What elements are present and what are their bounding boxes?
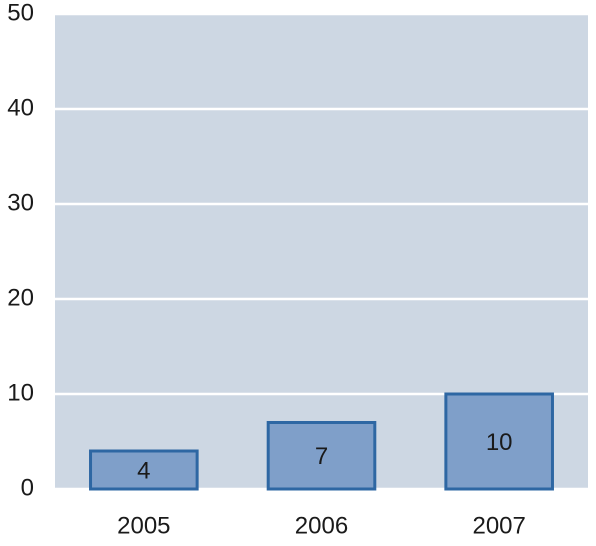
data-label: 4	[137, 457, 150, 484]
y-tick-label: 0	[21, 474, 34, 501]
y-tick-label: 30	[7, 189, 34, 216]
y-tick-label: 40	[7, 94, 34, 121]
bar	[266, 421, 377, 491]
y-tick-label: 20	[7, 284, 34, 311]
bar	[89, 449, 199, 491]
data-label: 10	[486, 429, 513, 456]
bar	[444, 392, 554, 491]
x-tick-label: 2005	[117, 512, 170, 539]
y-tick-label: 10	[7, 379, 34, 406]
x-tick-label: 2007	[472, 512, 525, 539]
y-tick-label: 50	[7, 0, 34, 26]
x-tick-label: 2006	[295, 512, 348, 539]
data-label: 7	[315, 443, 328, 470]
